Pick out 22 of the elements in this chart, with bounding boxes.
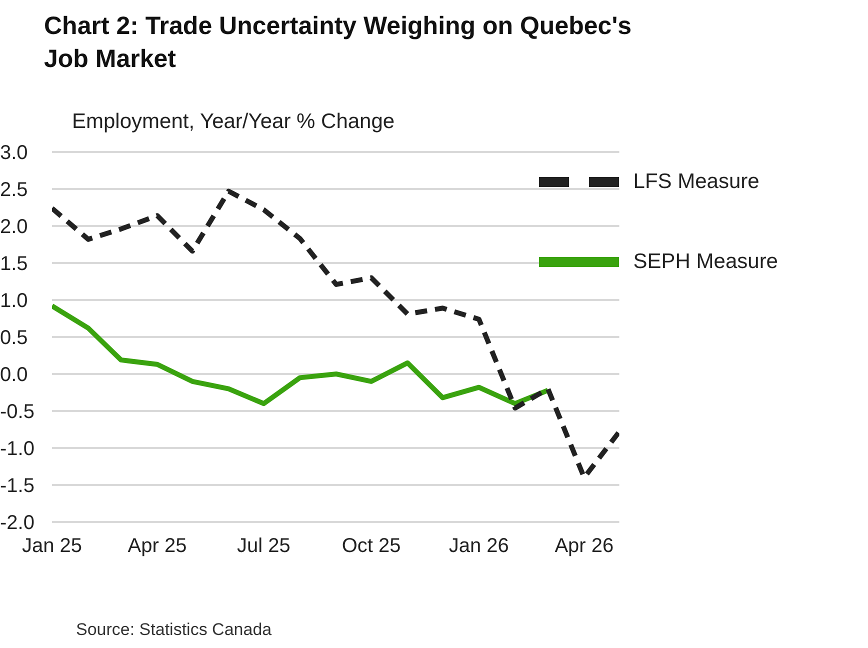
y-tick-label: 2.0 — [0, 216, 28, 238]
y-tick-label: 1.5 — [0, 253, 28, 276]
x-tick-label: Jan 25 — [22, 535, 82, 558]
y-tick-label: 1.0 — [0, 290, 28, 312]
y-axis-title: Employment, Year/Year % Change — [72, 110, 395, 134]
legend-label: SEPH Measure — [633, 250, 778, 273]
y-tick-label: 0.0 — [0, 364, 28, 386]
source-note: Source: Statistics Canada — [76, 620, 272, 640]
y-tick-label: -1.0 — [0, 438, 34, 460]
x-tick-label: Jan 26 — [448, 535, 509, 558]
x-tick-label: Jul 25 — [237, 535, 290, 558]
x-tick-label: Apr 26 — [554, 535, 614, 558]
y-tick-label: -1.5 — [0, 475, 34, 498]
x-tick-label: Apr 25 — [128, 535, 187, 558]
y-tick-label: -0.5 — [0, 401, 34, 424]
y-tick-label: 0.5 — [0, 327, 28, 350]
legend-label: LFS Measure — [633, 170, 760, 193]
y-tick-label: 3.0 — [0, 142, 28, 164]
x-tick-label: Oct 25 — [342, 535, 401, 558]
y-tick-label: -2.0 — [0, 512, 34, 534]
y-tick-label: 2.5 — [0, 179, 28, 202]
chart-title: Chart 2: Trade Uncertainty Weighing on Quebec's Job Market — [44, 11, 633, 75]
